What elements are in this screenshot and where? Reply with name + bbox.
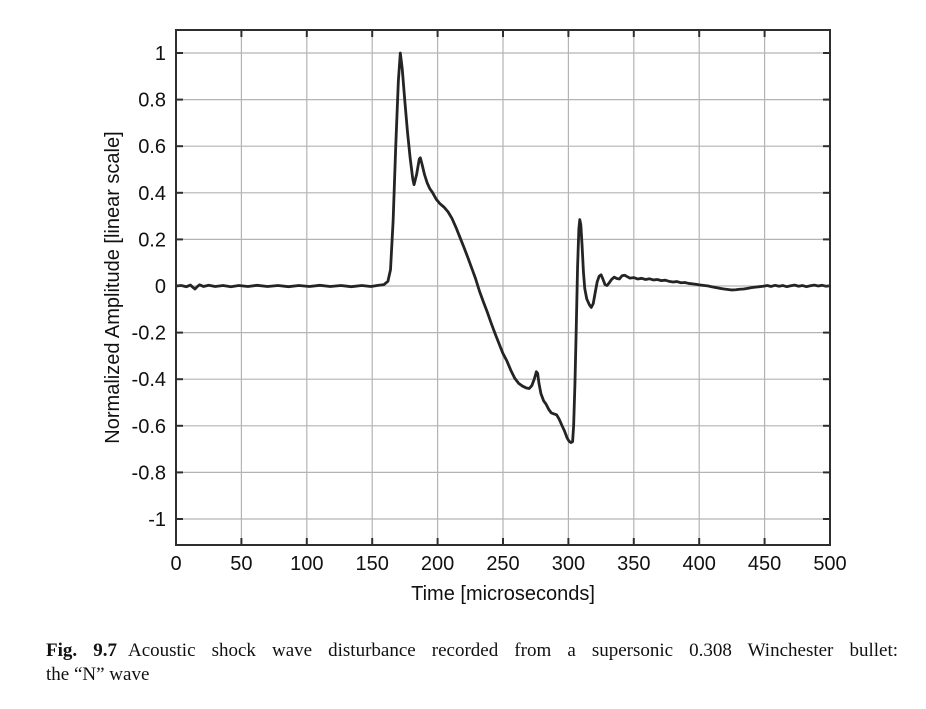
y-tick-label: 0.6 bbox=[138, 136, 166, 158]
caption-figure-number: Fig. 9.7 bbox=[46, 640, 117, 661]
y-tick-label: -0.4 bbox=[132, 369, 166, 391]
y-tick-label: -0.2 bbox=[132, 323, 166, 345]
y-tick-label: 0 bbox=[155, 276, 166, 298]
y-tick-label: 0.4 bbox=[138, 183, 166, 205]
y-tick-label: -0.8 bbox=[132, 462, 166, 484]
x-tick-label: 200 bbox=[421, 553, 454, 575]
x-tick-label: 250 bbox=[486, 553, 519, 575]
y-tick-label: 1 bbox=[155, 43, 166, 65]
waveform-layer bbox=[176, 51, 830, 444]
x-tick-label: 150 bbox=[356, 553, 389, 575]
x-tick-label: 50 bbox=[230, 553, 252, 575]
y-tick-label: 0.8 bbox=[138, 90, 166, 112]
tick-marks bbox=[175, 30, 831, 545]
caption-line-1: Fig. 9.7 Acoustic shock wave disturbance … bbox=[46, 639, 898, 663]
x-axis-label: Time [microseconds] bbox=[411, 583, 595, 605]
x-tick-label: 350 bbox=[617, 553, 650, 575]
x-tick-label: 400 bbox=[683, 553, 716, 575]
y-axis-label: Normalized Amplitude [linear scale] bbox=[102, 131, 124, 443]
x-tick-label: 300 bbox=[552, 553, 585, 575]
x-tick-label: 100 bbox=[290, 553, 323, 575]
caption-text: Acoustic shock wave disturbance recorded… bbox=[127, 640, 898, 661]
y-tick-label: 0.2 bbox=[138, 229, 166, 251]
tick-labels: 0 50 100 150 200 250 300 350 400 450 500 -1 -0.8 -0.6… bbox=[132, 43, 847, 575]
x-tick-label: 450 bbox=[748, 553, 781, 575]
shock-wave-chart: 0 50 100 150 200 250 300 350 400 450 500 -1 -0.8 -0.6… bbox=[102, 29, 847, 605]
x-tick-label: 500 bbox=[813, 553, 846, 575]
grid-lines bbox=[176, 30, 830, 545]
caption-line-2: the “N” wave bbox=[46, 664, 150, 685]
y-tick-label: -1 bbox=[148, 509, 166, 531]
figure-caption: Fig. 9.7 Acoustic shock wave disturbance … bbox=[46, 639, 898, 687]
x-tick-label: 0 bbox=[170, 553, 181, 575]
y-tick-label: -0.6 bbox=[132, 416, 166, 438]
waveform-line bbox=[176, 51, 830, 444]
